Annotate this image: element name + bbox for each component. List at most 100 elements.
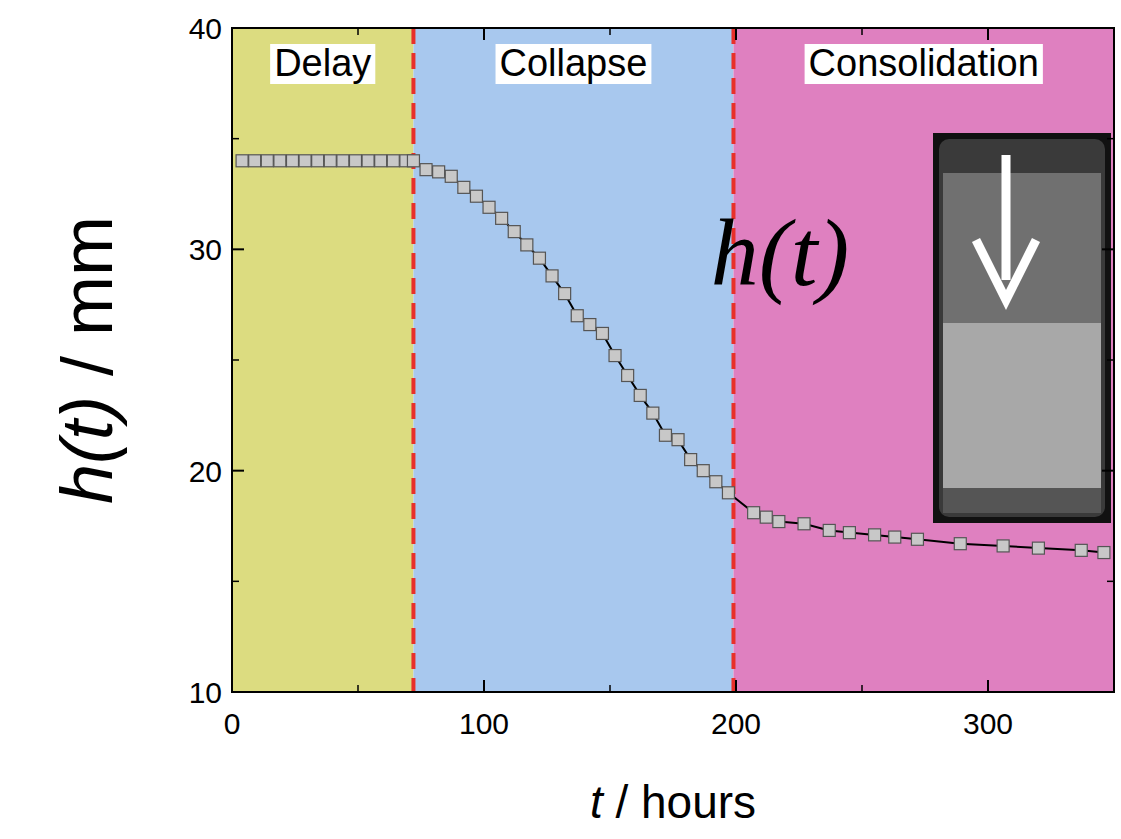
data-point: [324, 155, 336, 167]
data-point: [496, 212, 508, 224]
x-tick: [483, 680, 485, 692]
y-tick: [232, 27, 244, 29]
x-tick: [735, 680, 737, 692]
y-tick-label: 20: [189, 455, 222, 488]
data-point: [659, 429, 671, 441]
data-point: [584, 319, 596, 331]
annotation: h(t): [711, 199, 850, 306]
data-point: [911, 533, 923, 545]
x-tick: [231, 680, 233, 692]
vial-base: [943, 488, 1101, 513]
y-minor-tick: [1107, 359, 1114, 361]
y-tick: [232, 691, 244, 693]
data-point: [433, 166, 445, 178]
y-minor-tick: [232, 138, 239, 140]
x-tick: [987, 680, 989, 692]
x-minor-tick: [861, 685, 863, 692]
data-point: [710, 476, 722, 488]
data-point: [889, 531, 901, 543]
data-point: [672, 434, 684, 446]
data-point: [483, 201, 495, 213]
y-tick-right: [1102, 248, 1114, 250]
y-tick-right: [1102, 470, 1114, 472]
data-point: [407, 155, 419, 167]
region-label-group: Collapse: [496, 42, 652, 84]
data-point: [869, 529, 881, 541]
data-point: [773, 516, 785, 528]
data: [236, 155, 1110, 559]
data-point: [445, 170, 457, 182]
region-label: Collapse: [500, 42, 648, 84]
data-point: [843, 527, 855, 539]
data-point: [249, 155, 261, 167]
chart: 010020030010203040DelayCollapseConsolida…: [0, 0, 1121, 839]
data-point: [798, 518, 810, 530]
data-point: [236, 155, 248, 167]
data-point: [362, 155, 374, 167]
x-tick-label: 200: [711, 707, 761, 740]
arrow-head: [976, 240, 1036, 300]
data-point: [458, 181, 470, 193]
x-tick-top: [231, 28, 233, 40]
data-point: [609, 350, 621, 362]
x-minor-tick: [1113, 28, 1115, 35]
data-point: [559, 288, 571, 300]
data-point: [685, 454, 697, 466]
region-band: [232, 28, 413, 692]
axis-title-symbol: h(t): [47, 396, 127, 504]
data-point: [1075, 544, 1087, 556]
region-boundary: [731, 28, 735, 692]
series-line: [242, 161, 1104, 553]
x-tick-label: 300: [963, 707, 1013, 740]
axis-title-unit: / hours: [603, 776, 756, 828]
y-axis-title: h(t) / mm: [47, 216, 127, 504]
region-label-group: Consolidation: [805, 42, 1043, 84]
vial-glass: [939, 139, 1105, 517]
data-point: [748, 507, 760, 519]
data-point: [622, 369, 634, 381]
x-tick-top: [987, 28, 989, 40]
data-point: [954, 538, 966, 550]
data-point: [697, 465, 709, 477]
data-point: [470, 190, 482, 202]
regions: [232, 28, 1114, 692]
data-point: [997, 540, 1009, 552]
data-point: [286, 155, 298, 167]
data-point: [760, 511, 772, 523]
data-point: [1098, 547, 1110, 559]
data-point: [261, 155, 273, 167]
y-minor-tick: [232, 359, 239, 361]
data-point: [823, 524, 835, 536]
y-tick-right: [1102, 691, 1114, 693]
vial-sediment: [943, 323, 1101, 488]
data-point: [508, 226, 520, 238]
region-label-group: Delay: [270, 42, 375, 84]
x-axis-title: t / hours: [590, 776, 756, 828]
y-tick: [232, 470, 244, 472]
x-tick-label: 0: [224, 707, 241, 740]
x-minor-tick: [1113, 685, 1115, 692]
data-point: [274, 155, 286, 167]
data-point: [387, 155, 399, 167]
data-point: [337, 155, 349, 167]
y-tick-label: 30: [189, 233, 222, 266]
x-tick-top: [483, 28, 485, 40]
region-band: [733, 28, 1114, 692]
data-point: [722, 487, 734, 499]
data-point: [533, 252, 545, 264]
data-point: [571, 310, 583, 322]
x-minor-tick: [861, 28, 863, 35]
vial-supernatant: [943, 173, 1101, 323]
data-point: [546, 270, 558, 282]
data-point: [349, 155, 361, 167]
vial-frame: [933, 133, 1111, 523]
x-tick-top: [735, 28, 737, 40]
data-point: [420, 164, 432, 176]
data-point: [1032, 542, 1044, 554]
data-point: [375, 155, 387, 167]
x-tick-label: 100: [459, 707, 509, 740]
minor-ticks: [232, 28, 1114, 692]
region-label: Consolidation: [809, 42, 1039, 84]
x-minor-tick: [609, 685, 611, 692]
plot-frame: [232, 28, 1114, 692]
